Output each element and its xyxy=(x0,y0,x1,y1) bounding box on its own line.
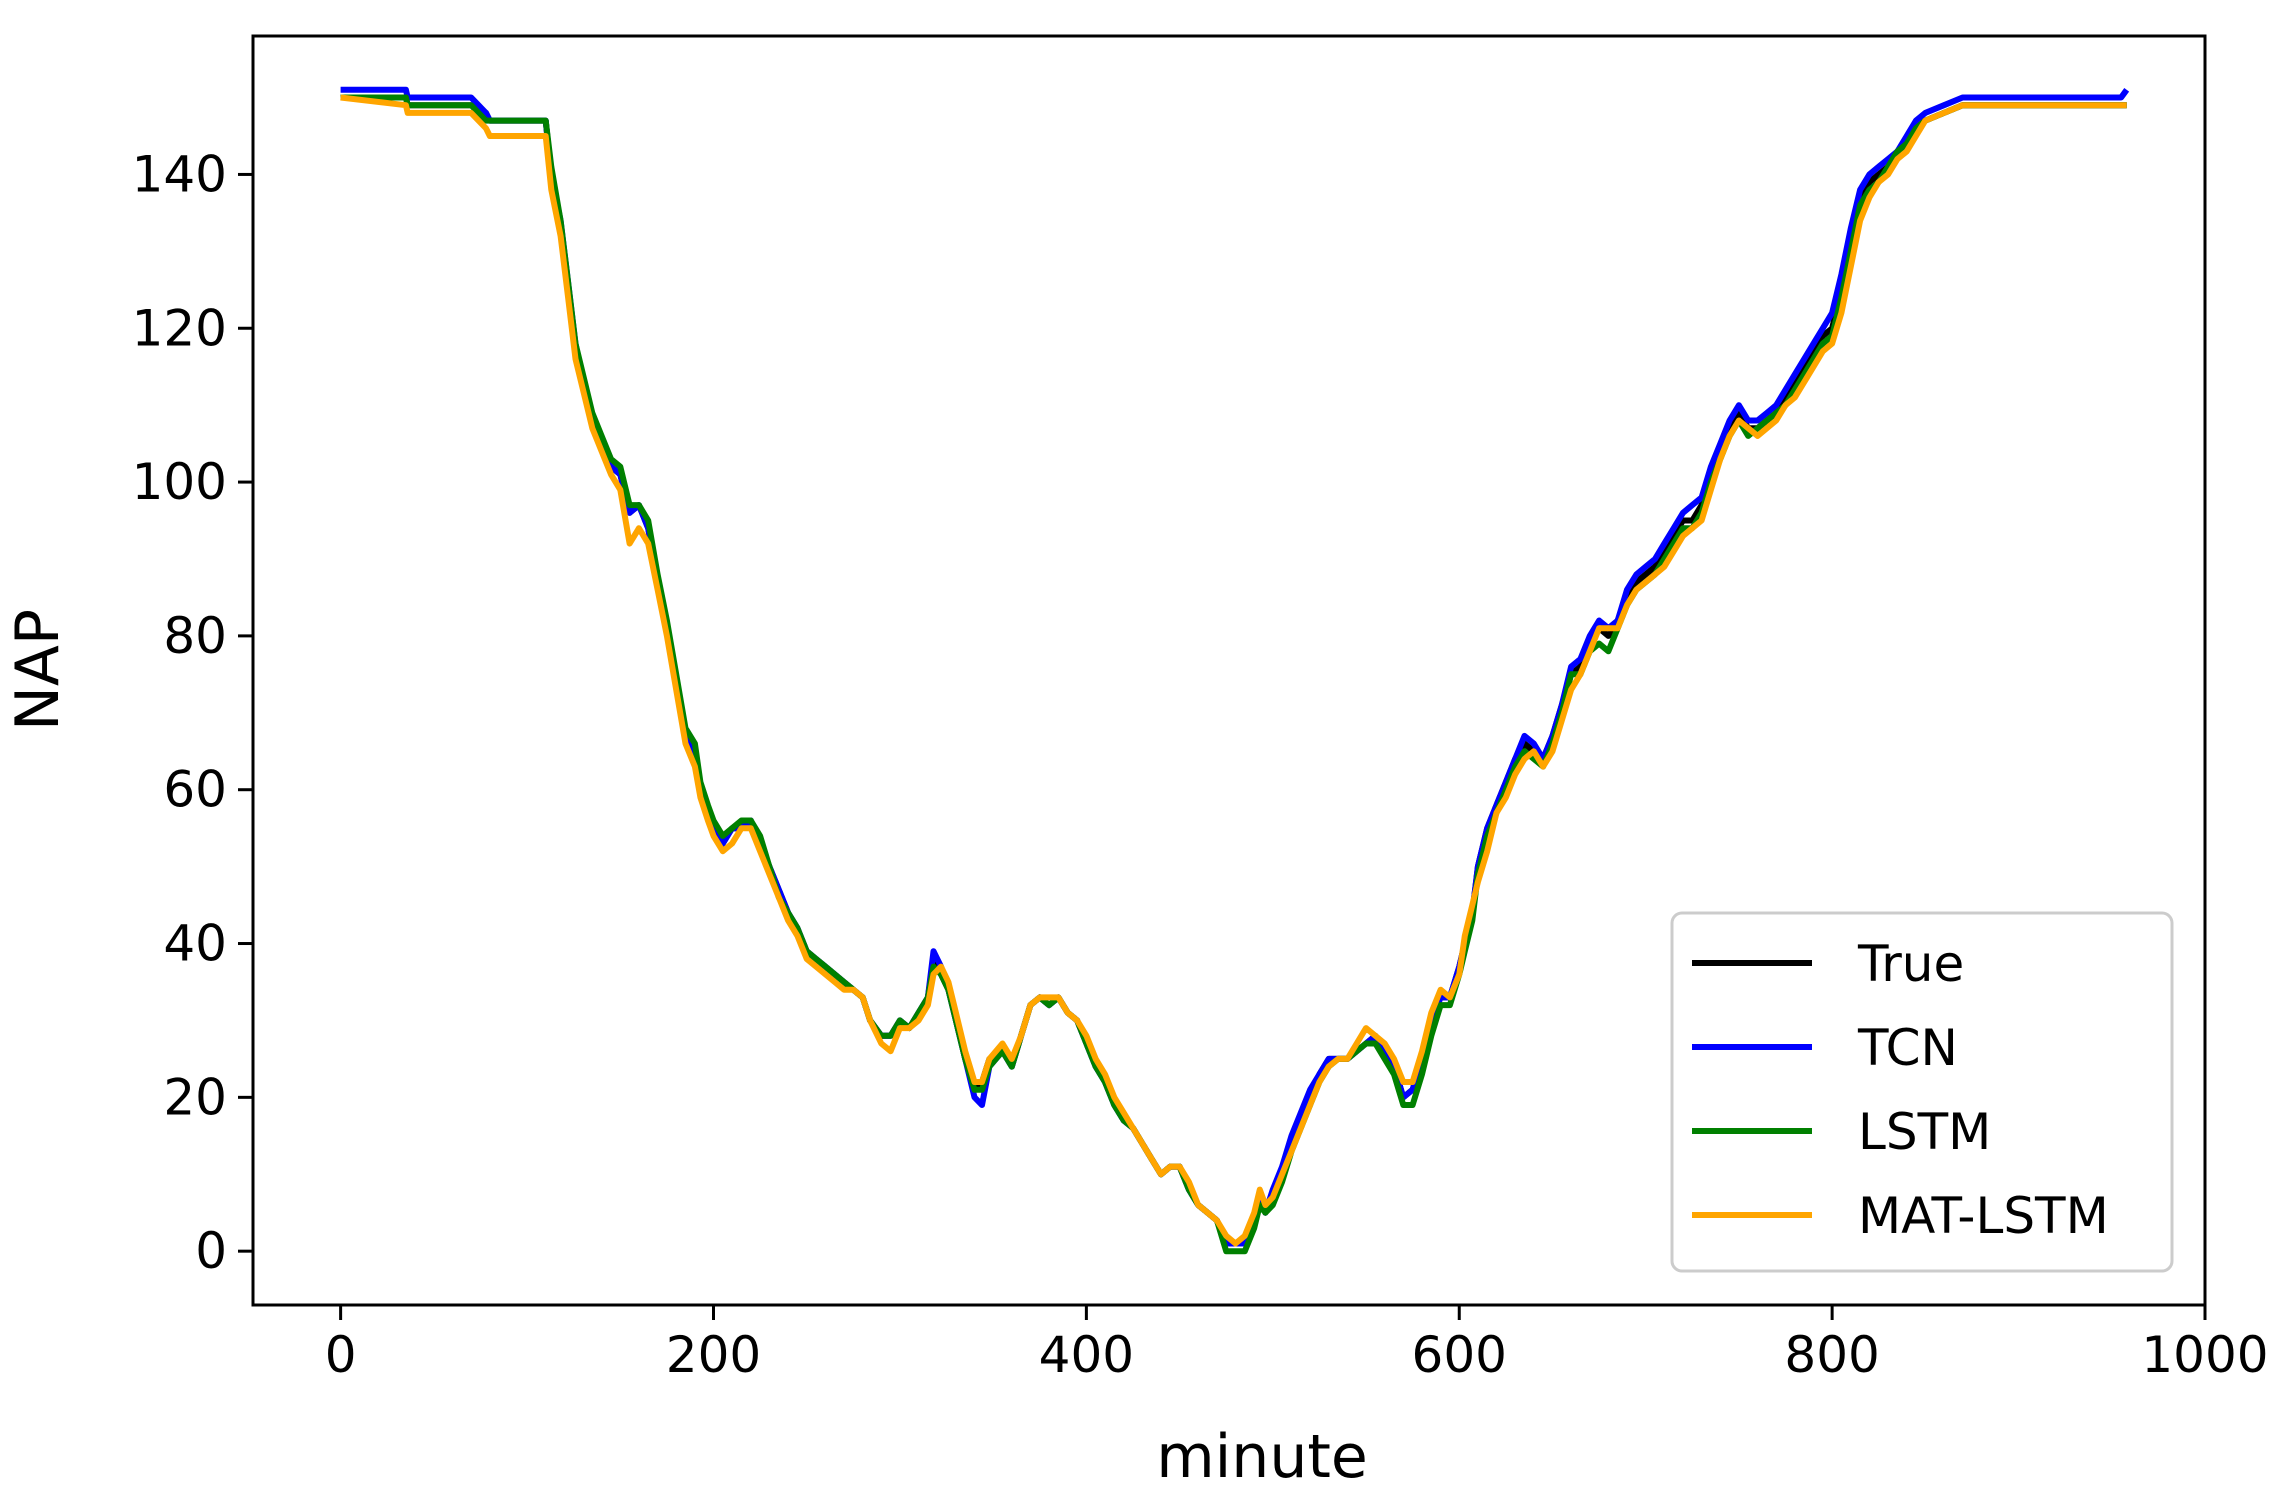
x-tick-label: 800 xyxy=(1784,1326,1879,1384)
x-tick-label: 200 xyxy=(666,1326,761,1384)
legend-label-tcn: TCN xyxy=(1857,1019,1958,1077)
y-tick-label: 20 xyxy=(163,1068,227,1126)
legend-label-lstm: LSTM xyxy=(1858,1103,1991,1161)
plot-frame xyxy=(251,34,2207,1307)
y-tick-label: 40 xyxy=(163,915,227,973)
y-axis-label: NAP xyxy=(3,609,73,731)
x-axis-label: minute xyxy=(1156,1422,1368,1492)
legend-label-true: True xyxy=(1857,935,1964,993)
series-layer xyxy=(340,86,2130,1255)
legend-label-mat-lstm: MAT-LSTM xyxy=(1858,1187,2109,1245)
x-tick-label: 600 xyxy=(1412,1326,1507,1384)
series-line-mat-lstm xyxy=(340,94,2127,1247)
legend: True TCN LSTM MAT-LSTM xyxy=(1670,911,2174,1273)
y-tick-label: 0 xyxy=(195,1222,227,1280)
legend-box xyxy=(1670,911,2174,1273)
y-tick-label: 60 xyxy=(163,761,227,819)
x-tick-label: 400 xyxy=(1039,1326,1134,1384)
y-tick-label: 100 xyxy=(132,453,227,511)
y-tick-label: 120 xyxy=(132,299,227,357)
x-tick-label: 1000 xyxy=(2141,1326,2268,1384)
y-tick-label: 140 xyxy=(132,145,227,203)
y-axis: 0 20 40 60 80 100 120 140 xyxy=(132,145,253,1280)
y-tick-label: 80 xyxy=(163,607,227,665)
x-axis: 0 200 400 600 800 1000 xyxy=(325,1305,2269,1384)
x-tick-label: 0 xyxy=(325,1326,357,1384)
